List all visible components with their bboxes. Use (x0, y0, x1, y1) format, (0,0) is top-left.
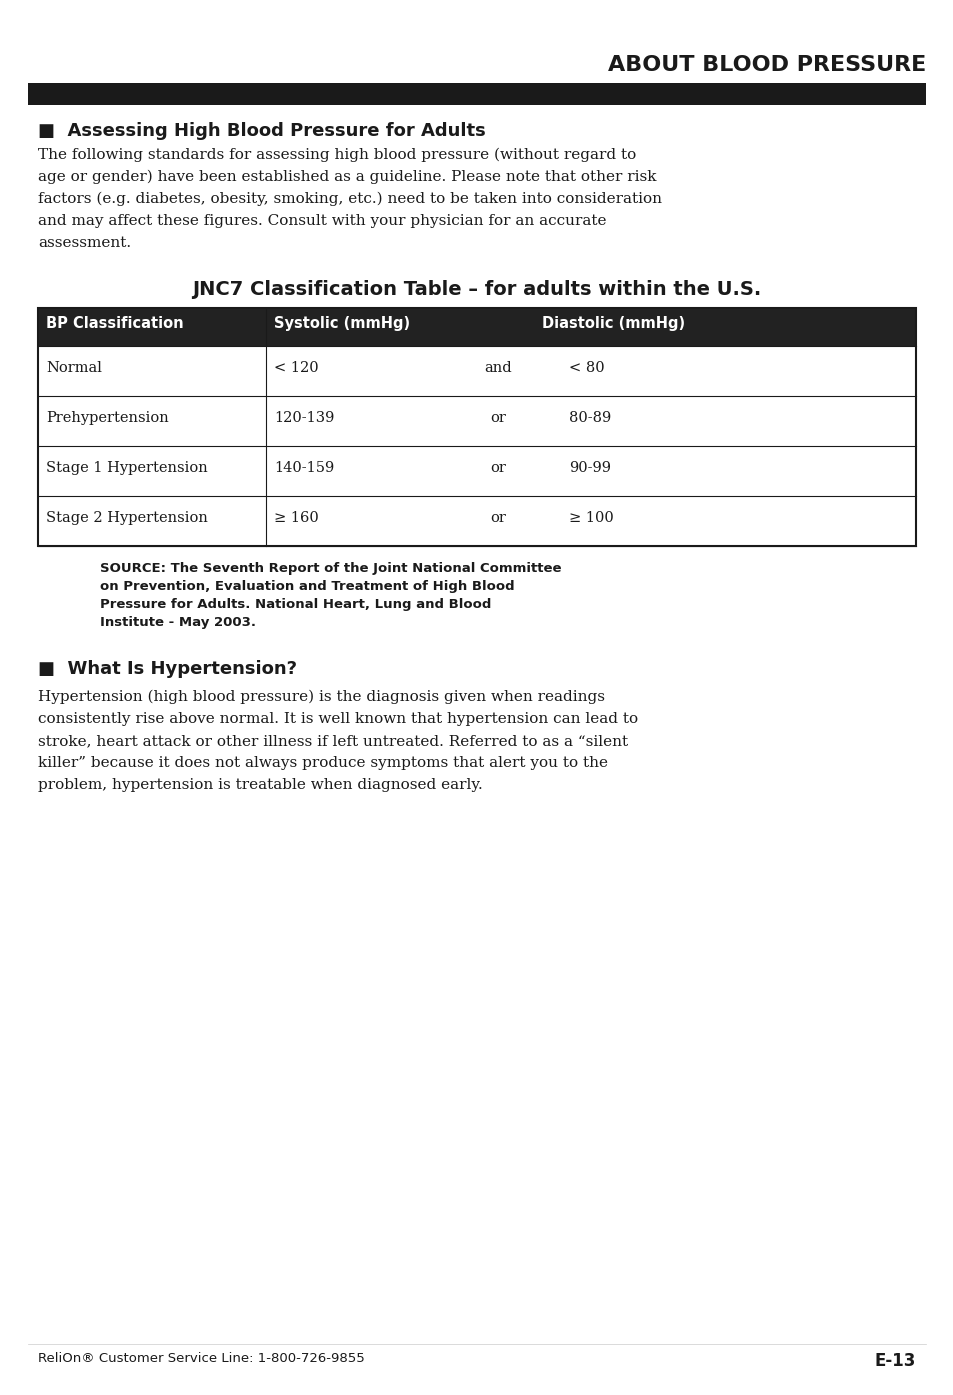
Text: BP Classification: BP Classification (46, 317, 183, 331)
Text: Pressure for Adults. National Heart, Lung and Blood: Pressure for Adults. National Heart, Lun… (100, 598, 491, 611)
Text: killer” because it does not always produce symptoms that alert you to the: killer” because it does not always produ… (38, 756, 607, 770)
Text: 80-89: 80-89 (568, 412, 611, 425)
Text: and may affect these figures. Consult with your physician for an accurate: and may affect these figures. Consult wi… (38, 213, 606, 227)
Text: Diastolic (mmHg): Diastolic (mmHg) (541, 317, 684, 331)
Text: ABOUT BLOOD PRESSURE: ABOUT BLOOD PRESSURE (607, 54, 925, 75)
Bar (28, 82, 925, 105)
Text: SOURCE: The Seventh Report of the Joint National Committee: SOURCE: The Seventh Report of the Joint … (100, 562, 561, 575)
Text: on Prevention, Evaluation and Treatment of High Blood: on Prevention, Evaluation and Treatment … (100, 580, 514, 593)
Text: ■  What Is Hypertension?: ■ What Is Hypertension? (38, 660, 296, 678)
Text: Institute - May 2003.: Institute - May 2003. (100, 617, 255, 629)
Text: ■  Assessing High Blood Pressure for Adults: ■ Assessing High Blood Pressure for Adul… (38, 121, 485, 140)
Text: age or gender) have been established as a guideline. Please note that other risk: age or gender) have been established as … (38, 170, 656, 184)
Text: JNC7 Classification Table – for adults within the U.S.: JNC7 Classification Table – for adults w… (193, 280, 760, 299)
Text: Normal: Normal (46, 361, 102, 375)
Text: Stage 1 Hypertension: Stage 1 Hypertension (46, 460, 208, 476)
Text: The following standards for assessing high blood pressure (without regard to: The following standards for assessing hi… (38, 148, 636, 162)
Text: 120-139: 120-139 (274, 412, 334, 425)
Text: consistently rise above normal. It is well known that hypertension can lead to: consistently rise above normal. It is we… (38, 711, 638, 725)
Text: Systolic (mmHg): Systolic (mmHg) (274, 317, 410, 331)
Bar (38, 308, 915, 545)
Text: ≥ 160: ≥ 160 (274, 511, 318, 525)
Text: assessment.: assessment. (38, 236, 131, 250)
Text: 90-99: 90-99 (568, 460, 610, 476)
Text: and: and (484, 361, 511, 375)
Text: or: or (490, 412, 505, 425)
Text: Hypertension (high blood pressure) is the diagnosis given when readings: Hypertension (high blood pressure) is th… (38, 691, 604, 704)
Text: ReliOn® Customer Service Line: 1-800-726-9855: ReliOn® Customer Service Line: 1-800-726… (38, 1352, 364, 1364)
Bar (38, 308, 915, 346)
Text: factors (e.g. diabetes, obesity, smoking, etc.) need to be taken into considerat: factors (e.g. diabetes, obesity, smoking… (38, 193, 661, 206)
Text: problem, hypertension is treatable when diagnosed early.: problem, hypertension is treatable when … (38, 778, 482, 792)
Text: < 120: < 120 (274, 361, 318, 375)
Text: or: or (490, 511, 505, 525)
Text: ≥ 100: ≥ 100 (568, 511, 613, 525)
Text: Stage 2 Hypertension: Stage 2 Hypertension (46, 511, 208, 525)
Text: 140-159: 140-159 (274, 460, 334, 476)
Text: or: or (490, 460, 505, 476)
Text: stroke, heart attack or other illness if left untreated. Referred to as a “silen: stroke, heart attack or other illness if… (38, 734, 627, 748)
Text: < 80: < 80 (568, 361, 604, 375)
Text: E-13: E-13 (874, 1352, 915, 1370)
Text: Prehypertension: Prehypertension (46, 412, 169, 425)
